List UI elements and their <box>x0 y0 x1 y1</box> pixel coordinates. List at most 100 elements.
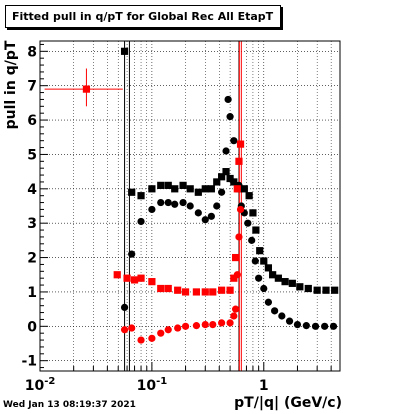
data-point-circle <box>201 216 209 224</box>
data-point-circle <box>236 205 245 214</box>
x-tick-label: 10-1 <box>137 376 168 394</box>
data-point-circle <box>260 284 268 293</box>
data-point-circle <box>128 250 136 258</box>
data-point-circle <box>157 329 165 337</box>
data-point-circle <box>230 137 238 145</box>
y-tick-label: 3 <box>27 216 37 232</box>
data-point-circle <box>194 209 202 217</box>
data-point-circle <box>179 198 187 207</box>
data-point-square <box>137 192 145 200</box>
data-point-square <box>230 178 238 186</box>
data-point-square <box>331 286 339 294</box>
data-point-circle <box>218 188 226 196</box>
data-point-circle <box>329 322 338 330</box>
data-point-circle <box>120 326 129 334</box>
y-axis-label-box: pull in q/pT <box>3 30 19 140</box>
data-point-square <box>232 253 240 262</box>
data-point-square <box>192 288 201 296</box>
data-point-circle <box>209 320 217 329</box>
data-point-circle <box>174 324 182 332</box>
y-tick-label: 5 <box>27 147 37 163</box>
data-point-square <box>313 286 321 294</box>
data-point-circle <box>207 212 215 220</box>
data-point-circle <box>226 113 234 121</box>
x-tick-label: 1 <box>259 378 269 394</box>
data-point-square <box>201 288 209 296</box>
data-point-square <box>157 284 165 293</box>
y-tick-label: 2 <box>27 251 37 267</box>
data-point-circle <box>232 305 240 313</box>
data-point-square <box>236 140 245 148</box>
data-point-square <box>230 274 238 282</box>
data-point-square <box>235 157 243 165</box>
data-point-circle <box>213 202 221 210</box>
data-point-circle <box>218 319 226 327</box>
title-box: Fitted pull in q/pT for Global Rec All E… <box>5 5 281 28</box>
y-tick-label: 1 <box>27 285 37 301</box>
data-point-square <box>296 283 304 291</box>
data-point-square <box>222 168 230 176</box>
data-point-circle <box>278 312 286 320</box>
data-point-square <box>207 185 215 193</box>
datestamp: Wed Jan 13 08:19:37 2021 <box>3 400 136 410</box>
data-point-square <box>174 286 182 294</box>
data-point-square <box>186 185 194 193</box>
data-point-square <box>130 276 139 284</box>
data-point-square <box>245 192 253 200</box>
data-point-circle <box>222 147 230 155</box>
data-point-square <box>181 288 190 296</box>
data-point-square <box>128 188 136 196</box>
data-point-square <box>148 278 156 286</box>
y-tick-label: 8 <box>27 44 37 60</box>
data-point-circle <box>171 200 179 208</box>
data-point-circle <box>186 202 194 210</box>
data-point-circle <box>148 334 156 342</box>
data-point-circle <box>233 271 241 279</box>
data-point-circle <box>302 322 310 330</box>
x-tick-label: 10-2 <box>25 376 56 394</box>
data-point-square <box>201 185 209 193</box>
data-point-square <box>249 209 257 217</box>
data-point-circle <box>137 336 145 344</box>
data-point-square <box>274 274 282 282</box>
data-point-square <box>164 181 172 189</box>
data-point-square <box>157 181 165 189</box>
data-point-circle <box>192 322 201 330</box>
data-point-square <box>209 288 217 296</box>
data-point-square <box>226 174 234 183</box>
data-point-circle <box>255 274 263 282</box>
data-point-circle <box>230 312 238 320</box>
data-point-circle <box>311 322 320 330</box>
data-point-circle <box>264 298 273 306</box>
data-point-square <box>240 185 248 193</box>
data-point-circle <box>128 324 136 332</box>
data-point-circle <box>248 236 256 244</box>
data-point-square <box>304 284 312 293</box>
data-point-circle <box>251 257 259 265</box>
data-point-circle <box>201 320 209 329</box>
data-point-circle <box>181 322 190 330</box>
plot-frame <box>39 40 341 372</box>
data-point-square <box>322 286 330 294</box>
y-tick-label: 4 <box>27 182 37 198</box>
data-point-square <box>233 185 241 193</box>
y-tick-label: -1 <box>21 354 37 370</box>
data-point-circle <box>148 205 156 214</box>
data-point-circle <box>226 319 234 327</box>
data-point-square <box>164 284 172 293</box>
data-point-circle <box>235 233 243 241</box>
data-point-square <box>194 188 202 196</box>
data-point-square <box>218 173 226 181</box>
data-point-square <box>260 257 268 265</box>
data-point-square <box>281 278 289 286</box>
data-point-square <box>218 286 226 294</box>
data-point-circle <box>244 219 252 227</box>
y-tick-label: 6 <box>27 113 37 129</box>
data-point-circle <box>285 317 294 325</box>
data-point-circle <box>271 307 279 315</box>
y-tick-label: 0 <box>27 319 37 335</box>
data-point-square <box>148 185 156 193</box>
data-point-square <box>213 178 221 186</box>
